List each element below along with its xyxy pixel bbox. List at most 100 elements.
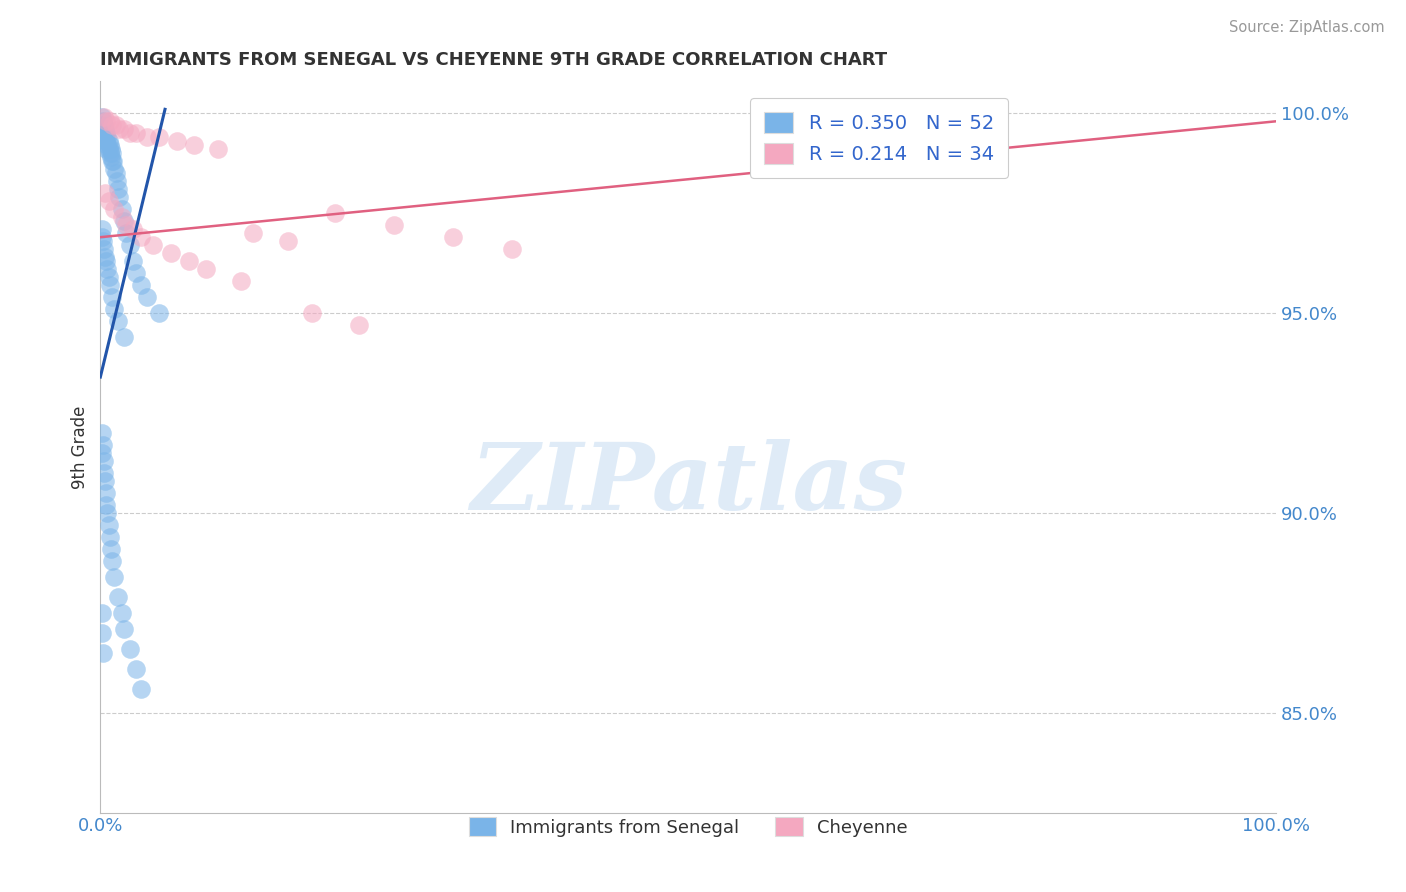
Point <box>118 641 141 656</box>
Point <box>97 270 120 285</box>
Point <box>301 306 323 320</box>
Text: ZIPatlas: ZIPatlas <box>470 439 907 529</box>
Point <box>101 554 124 568</box>
Point <box>103 302 125 317</box>
Point <box>136 130 159 145</box>
Point <box>110 606 132 620</box>
Point <box>94 130 117 145</box>
Point <box>382 218 405 232</box>
Point <box>91 438 114 452</box>
Point <box>347 318 370 332</box>
Point <box>131 681 153 696</box>
Point <box>98 114 121 128</box>
Point <box>101 290 124 304</box>
Point <box>122 254 145 268</box>
Point <box>100 150 122 164</box>
Point <box>124 662 146 676</box>
Point <box>107 590 129 604</box>
Point <box>98 278 121 293</box>
Point <box>96 142 118 156</box>
Point <box>93 242 115 256</box>
Point <box>90 425 112 440</box>
Point <box>118 126 141 140</box>
Point <box>107 314 129 328</box>
Point <box>93 118 115 132</box>
Point <box>242 226 264 240</box>
Point <box>166 134 188 148</box>
Point <box>96 262 118 277</box>
Point <box>96 138 118 153</box>
Point <box>90 446 112 460</box>
Point <box>90 625 112 640</box>
Point <box>101 118 124 132</box>
Point <box>142 238 165 252</box>
Point <box>104 118 127 132</box>
Point <box>148 306 170 320</box>
Point <box>93 126 115 140</box>
Point <box>112 122 135 136</box>
Point <box>91 114 114 128</box>
Point <box>96 126 118 140</box>
Point <box>100 541 122 556</box>
Text: IMMIGRANTS FROM SENEGAL VS CHEYENNE 9TH GRADE CORRELATION CHART: IMMIGRANTS FROM SENEGAL VS CHEYENNE 9TH … <box>100 51 887 69</box>
Point <box>177 254 200 268</box>
Point <box>107 182 129 196</box>
Point <box>124 266 146 280</box>
Point <box>96 130 118 145</box>
Point <box>108 122 131 136</box>
Point <box>124 126 146 140</box>
Point <box>501 242 523 256</box>
Point <box>90 118 112 132</box>
Text: Source: ZipAtlas.com: Source: ZipAtlas.com <box>1229 20 1385 35</box>
Point <box>93 134 115 148</box>
Point <box>97 517 120 532</box>
Point <box>108 190 131 204</box>
Point <box>93 454 115 468</box>
Point <box>110 202 132 217</box>
Point <box>231 274 253 288</box>
Legend: Immigrants from Senegal, Cheyenne: Immigrants from Senegal, Cheyenne <box>461 809 915 844</box>
Point <box>103 570 125 584</box>
Point <box>131 230 153 244</box>
Point <box>131 278 153 293</box>
Point <box>136 290 159 304</box>
Point <box>96 486 118 500</box>
Point <box>110 211 132 225</box>
Point <box>325 206 347 220</box>
Point <box>122 222 145 236</box>
Point <box>91 646 114 660</box>
Point <box>96 134 118 148</box>
Point <box>100 142 122 156</box>
Point <box>104 166 127 180</box>
Point <box>90 230 112 244</box>
Point <box>90 111 112 125</box>
Point <box>90 606 112 620</box>
Point <box>148 130 170 145</box>
Point <box>96 498 118 512</box>
Point <box>91 234 114 248</box>
Point <box>94 186 117 201</box>
Point <box>118 238 141 252</box>
Point <box>101 154 124 169</box>
Point <box>195 262 218 277</box>
Point <box>112 330 135 344</box>
Point <box>112 622 135 636</box>
Point <box>94 474 117 488</box>
Point <box>90 222 112 236</box>
Point <box>207 142 229 156</box>
Point <box>105 174 128 188</box>
Point <box>98 530 121 544</box>
Point <box>98 138 121 153</box>
Point <box>91 130 114 145</box>
Point <box>103 154 125 169</box>
Point <box>96 506 118 520</box>
Point <box>97 142 120 156</box>
Point <box>277 234 299 248</box>
Point <box>90 126 112 140</box>
Point <box>98 146 121 161</box>
Point <box>115 226 138 240</box>
Point <box>97 194 120 209</box>
Point <box>160 246 183 260</box>
Point <box>103 202 125 217</box>
Point <box>93 111 115 125</box>
